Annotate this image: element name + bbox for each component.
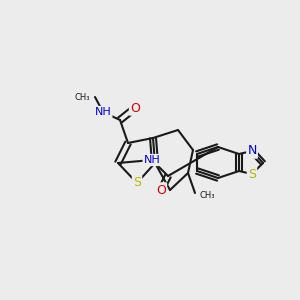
Text: S: S xyxy=(248,167,256,181)
Text: NH: NH xyxy=(144,155,160,165)
Text: S: S xyxy=(133,176,141,190)
Text: CH₃: CH₃ xyxy=(200,191,215,200)
Text: O: O xyxy=(156,184,166,196)
Text: CH₃: CH₃ xyxy=(74,92,90,101)
Text: O: O xyxy=(130,101,140,115)
Text: NH: NH xyxy=(94,107,111,117)
Text: N: N xyxy=(247,145,257,158)
